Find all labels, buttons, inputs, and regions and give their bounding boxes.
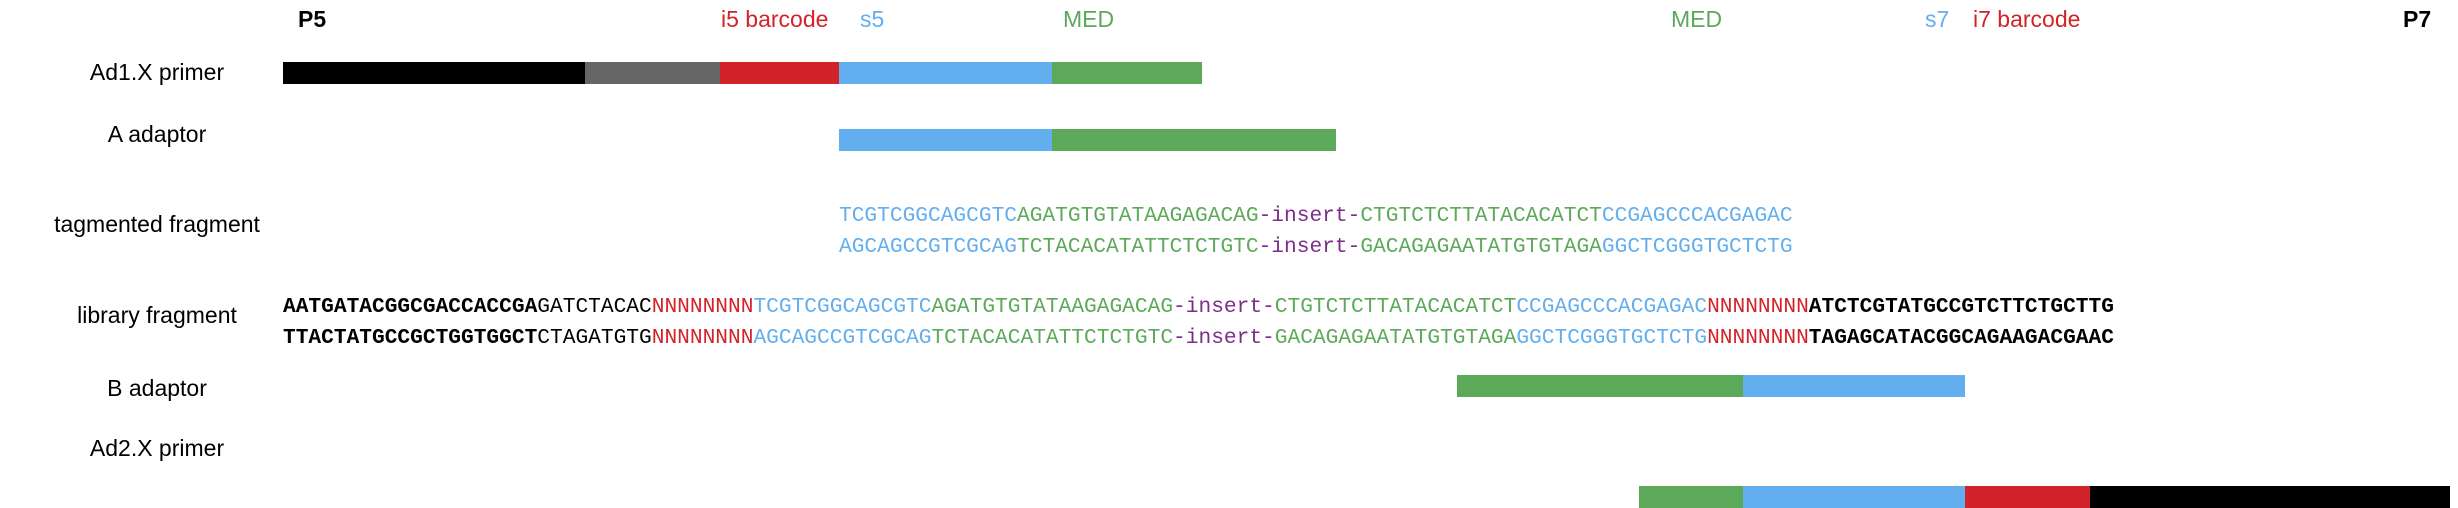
label-s5: s5: [860, 6, 885, 32]
sequence-segment: CTGTCTCTTATACACATCT: [1274, 295, 1517, 319]
sequence-segment: -insert-: [1173, 295, 1275, 319]
sequence-segment: AATGATACGGCGACCACCGA: [283, 295, 538, 319]
sequence-segment: GGCTCGGGTGCTCTG: [1516, 326, 1708, 350]
library-fragment-bottom-strand: TTACTATGCCGCTGGTGGCTCTAGATGTGNNNNNNNNAGC…: [283, 323, 2114, 353]
sequence-segment: -insert-: [1258, 204, 1361, 228]
sequence-segment: CCGAGCCCACGAGAC: [1601, 204, 1793, 228]
ad1-segment-s5: [839, 62, 1052, 84]
b-adaptor-segment-med: [1457, 375, 1743, 397]
sequence-segment: TCGTCGGCAGCGTC: [839, 204, 1018, 228]
row-label-ad1-primer: Ad1.X primer: [89, 59, 225, 85]
row-label-tagmented-fragment: tagmented fragment: [54, 211, 260, 237]
sequence-segment: CCGAGCCCACGAGAC: [1516, 295, 1708, 319]
sequence-segment: NNNNNNNN: [651, 295, 754, 319]
ad1-segment-i5-barcode: [720, 62, 839, 84]
sequence-segment: AGATGTGTATAAGAGACAG: [1017, 204, 1259, 228]
label-i7-barcode: i7 barcode: [1973, 6, 2081, 32]
sequence-segment: GACAGAGAATATGTGTAGA: [1360, 235, 1602, 259]
sequence-segment: -insert-: [1173, 326, 1275, 350]
label-med-right: MED: [1671, 6, 1723, 32]
ad1-segment-p5: [283, 62, 585, 84]
row-label-a-adaptor: A adaptor: [107, 121, 207, 147]
a-adaptor-segment-s5: [839, 129, 1052, 151]
sequence-segment: -insert-: [1258, 235, 1361, 259]
row-label-ad2-primer: Ad2.X primer: [89, 435, 225, 461]
sequence-segment: GACAGAGAATATGTGTAGA: [1274, 326, 1517, 350]
sequence-segment: GGCTCGGGTGCTCTG: [1601, 235, 1793, 259]
ad2-segment-i7-barcode: [1965, 486, 2090, 508]
label-med-left: MED: [1063, 6, 1115, 32]
label-p5: P5: [298, 6, 327, 32]
b-adaptor-segment-s7: [1743, 375, 1965, 397]
row-label-library-fragment: library fragment: [77, 302, 237, 328]
sequence-segment: AGCAGCCGTCGCAG: [753, 326, 932, 350]
sequence-segment: AGCAGCCGTCGCAG: [839, 235, 1018, 259]
sequence-segment: CTGTCTCTTATACACATCT: [1360, 204, 1602, 228]
ad2-segment-p7: [2090, 486, 2450, 508]
sequence-segment: TAGAGCATACGGCAGAAGACGAAC: [1808, 326, 2114, 350]
label-i5-barcode: i5 barcode: [721, 6, 829, 32]
ad2-segment-med: [1639, 486, 1743, 508]
sequence-segment: NNNNNNNN: [1707, 326, 1809, 350]
ad2-segment-s7: [1743, 486, 1965, 508]
sequence-segment: NNNNNNNN: [1707, 295, 1809, 319]
label-p7: P7: [2403, 6, 2432, 32]
library-construction-diagram: P5 i5 barcode s5 MED MED s7 i7 barcode P…: [54, 6, 2450, 508]
sequence-segment: AGATGTGTATAAGAGACAG: [931, 295, 1174, 319]
ad1-segment-med: [1052, 62, 1202, 84]
sequence-segment: CTAGATGTG: [537, 326, 652, 350]
sequence-segment: TCGTCGGCAGCGTC: [753, 295, 932, 319]
tagmented-fragment-bottom-strand: AGCAGCCGTCGCAGTCTACACATATTCTCTGTC-insert…: [839, 232, 1793, 262]
sequence-segment: ATCTCGTATGCCGTCTTCTGCTTG: [1808, 295, 2114, 319]
sequence-segment: GATCTACAC: [537, 295, 652, 319]
sequence-segment: TCTACACATATTCTCTGTC: [931, 326, 1174, 350]
label-s7: s7: [1925, 6, 1950, 32]
sequence-segment: TTACTATGCCGCTGGTGGCT: [283, 326, 538, 350]
a-adaptor-segment-med: [1052, 129, 1336, 151]
sequence-segment: TCTACACATATTCTCTGTC: [1017, 235, 1259, 259]
library-fragment-top-strand: AATGATACGGCGACCACCGAGATCTACACNNNNNNNNTCG…: [283, 292, 2114, 322]
row-label-b-adaptor: B adaptor: [107, 375, 207, 401]
sequence-segment: NNNNNNNN: [651, 326, 754, 350]
ad1-segment-spacer: [585, 62, 720, 84]
tagmented-fragment-top-strand: TCGTCGGCAGCGTCAGATGTGTATAAGAGACAG-insert…: [839, 201, 1793, 231]
